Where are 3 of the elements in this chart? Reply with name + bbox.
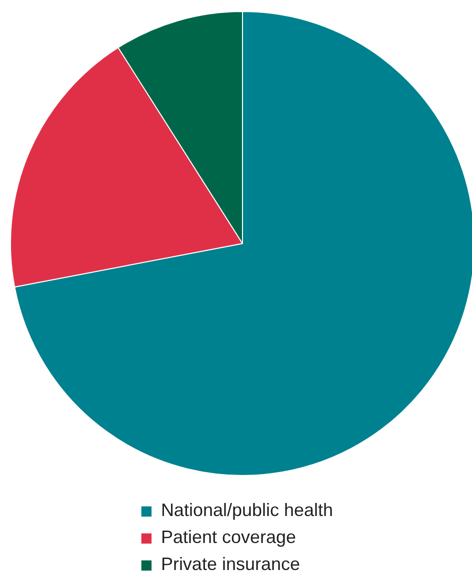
legend-label: National/public health xyxy=(160,500,334,521)
legend-label: Patient coverage xyxy=(160,527,296,548)
legend-label: Private insurance xyxy=(160,554,300,575)
